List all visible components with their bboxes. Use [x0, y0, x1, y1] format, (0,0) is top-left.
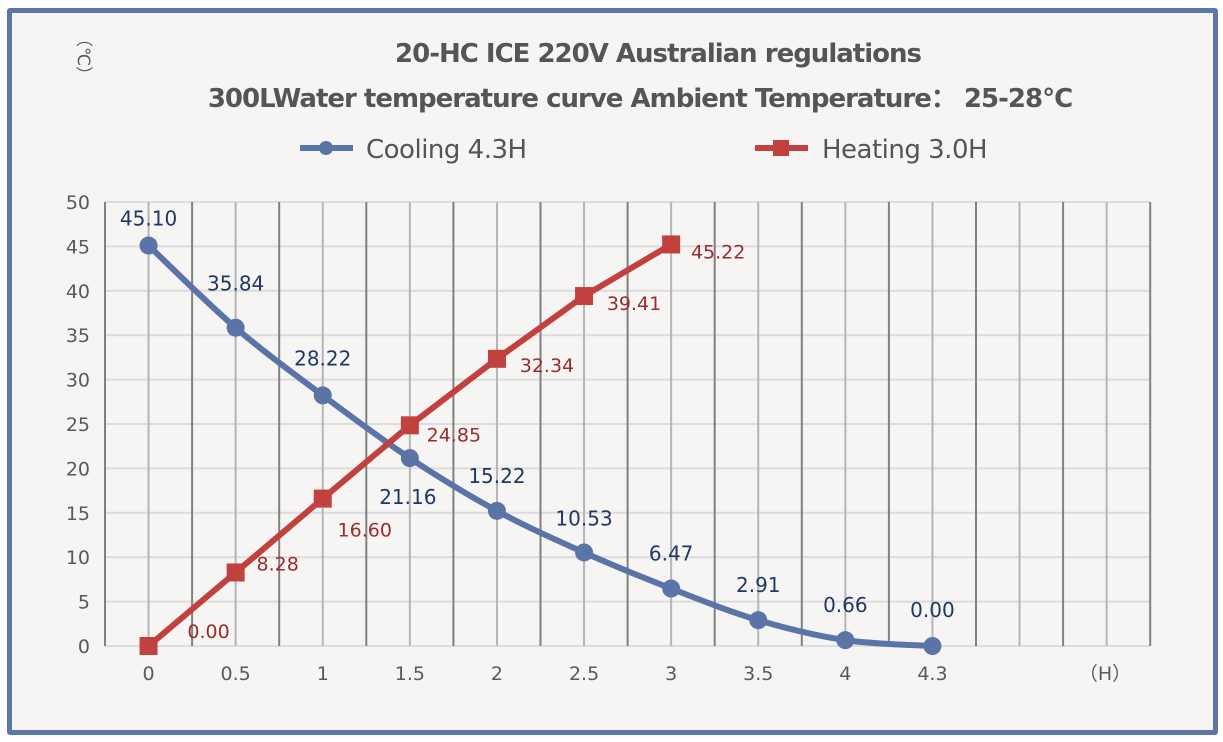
- x-axis-unit-label: （H）: [1079, 663, 1131, 685]
- data-point-marker: [923, 637, 942, 655]
- chart-title: 20-HC ICE 220V Australian regulations: [395, 39, 921, 69]
- data-point-marker: [662, 579, 681, 598]
- data-point-marker: [662, 235, 681, 254]
- data-label: 28.22: [294, 346, 351, 370]
- data-label: 45.10: [120, 207, 177, 231]
- data-label: 45.22: [691, 241, 745, 263]
- x-tick-label: 0.5: [221, 663, 251, 685]
- data-point-marker: [836, 631, 855, 650]
- data-label: 35.84: [207, 272, 264, 296]
- chart-frame: [7, 8, 1218, 735]
- x-tick-label: 1: [317, 663, 329, 685]
- x-tick-label: 0: [143, 663, 155, 685]
- data-label: 32.34: [520, 355, 574, 377]
- x-tick-label: 2.5: [569, 663, 599, 685]
- legend-item-heating[interactable]: Heating 3.0H: [755, 135, 988, 165]
- data-label: 21.16: [379, 485, 436, 509]
- legend: Cooling 4.3H Heating 3.0H: [300, 135, 988, 165]
- data-label: 6.47: [649, 542, 694, 566]
- data-label: 16.60: [338, 520, 392, 542]
- data-point-marker: [226, 318, 245, 337]
- x-tick-label: 3.5: [743, 663, 773, 685]
- legend-marker-cooling: [319, 141, 333, 155]
- x-tick-label: 4.3: [917, 663, 947, 685]
- y-tick-label: 0: [78, 636, 90, 658]
- series-line: [146, 243, 933, 649]
- data-point-marker: [400, 416, 419, 435]
- data-point-marker: [487, 349, 506, 368]
- data-point-marker: [313, 489, 332, 508]
- data-point-marker: [749, 611, 768, 630]
- y-tick-label: 30: [66, 370, 90, 392]
- data-point-marker: [313, 386, 332, 405]
- x-tick-label: 3: [665, 663, 677, 685]
- legend-label-cooling: Cooling 4.3H: [366, 135, 527, 165]
- y-tick-label: 25: [66, 414, 90, 436]
- data-label: 2.91: [736, 573, 781, 597]
- x-axis-ticks: 0 0.5 1 1.5 2 2.5 3 3.5 4 4.3: [143, 663, 948, 685]
- data-label: 10.53: [555, 506, 612, 530]
- data-point-marker: [400, 449, 419, 468]
- data-label: 15.22: [468, 464, 525, 488]
- data-point-marker: [139, 637, 158, 655]
- legend-marker-heating: [773, 140, 789, 156]
- y-tick-label: 50: [66, 192, 90, 214]
- data-label: 0.00: [910, 598, 955, 622]
- series-cooling: 45.1035.8428.2221.1615.2210.536.472.910.…: [120, 207, 955, 655]
- y-axis-unit-label: （℃）: [73, 30, 93, 83]
- legend-label-heating: Heating 3.0H: [822, 135, 987, 165]
- data-label: 0.66: [823, 593, 868, 617]
- data-point-marker: [575, 287, 594, 306]
- data-point-marker: [487, 501, 506, 520]
- series-layer: 45.1035.8428.2221.1615.2210.536.472.910.…: [120, 207, 955, 655]
- legend-item-cooling[interactable]: Cooling 4.3H: [300, 135, 527, 165]
- y-tick-label: 35: [66, 325, 90, 347]
- y-tick-label: 45: [66, 236, 90, 258]
- y-tick-label: 40: [66, 281, 90, 303]
- y-axis-ticks: 0 5 10 15 20 25 30 35 40 45 50: [66, 192, 90, 658]
- x-tick-label: 1.5: [395, 663, 425, 685]
- data-label: 8.28: [256, 553, 298, 575]
- data-label: 0.00: [187, 621, 229, 643]
- chart-subtitle: 300LWater temperature curve Ambient Temp…: [208, 84, 1072, 114]
- y-tick-label: 10: [66, 547, 90, 569]
- data-point-marker: [226, 563, 245, 582]
- data-label: 24.85: [427, 424, 481, 446]
- x-tick-label: 2: [491, 663, 503, 685]
- y-tick-label: 5: [78, 592, 90, 614]
- data-point-marker: [139, 236, 158, 255]
- data-point-marker: [575, 543, 594, 562]
- series-heating: 0.00 8.28 16.60 24.85 32.34 39.41 45.22: [139, 235, 745, 655]
- data-label: 39.41: [607, 293, 661, 315]
- y-tick-label: 15: [66, 503, 90, 525]
- x-tick-label: 4: [839, 663, 851, 685]
- y-tick-label: 20: [66, 458, 90, 480]
